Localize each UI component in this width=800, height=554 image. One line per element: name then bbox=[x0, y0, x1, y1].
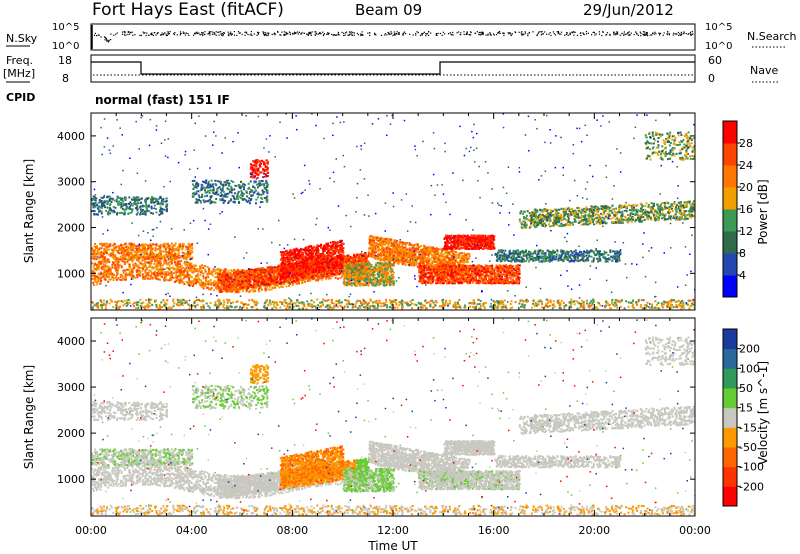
y-tick-label: 1000 bbox=[57, 267, 85, 280]
colorbar-swatch bbox=[723, 329, 737, 350]
colorbar-tick-label: 20 bbox=[739, 181, 753, 194]
x-axis-label: Time UT bbox=[367, 539, 418, 553]
x-tick-label: 12:00 bbox=[377, 524, 409, 537]
x-tick-label: 20:00 bbox=[578, 524, 610, 537]
colorbar-tick-label: 15 bbox=[739, 402, 753, 415]
colorbar-swatch bbox=[723, 209, 737, 232]
colorbar-swatch bbox=[723, 231, 737, 254]
freq-trace bbox=[91, 61, 695, 75]
power-colorbar: 28 24 20 16 12 8 4 bbox=[722, 120, 753, 298]
colorbar-swatch bbox=[723, 348, 737, 369]
colorbar-swatch bbox=[723, 447, 737, 468]
freq-tick-top: 18 bbox=[58, 54, 72, 67]
colorbar-swatch bbox=[723, 407, 737, 428]
freq-unit: [MHz] bbox=[3, 67, 35, 80]
colorbar-swatch bbox=[723, 275, 737, 298]
power-ylabel: Slant Range [km] bbox=[22, 159, 36, 263]
colorbar-tick-label: 100 bbox=[739, 362, 760, 375]
nsky-tick-bottom: 10^0 bbox=[52, 41, 79, 52]
colorbar-swatch bbox=[723, 427, 737, 448]
x-tick-label: 00:00 bbox=[75, 524, 107, 537]
plot-title: Fort Hays East (fitACF) bbox=[92, 0, 284, 20]
velocity-data bbox=[91, 318, 695, 516]
nave-tick-top: 60 bbox=[708, 54, 722, 67]
colorbar-tick-label: 50 bbox=[739, 382, 753, 395]
colorbar-tick-label: -100 bbox=[739, 461, 764, 474]
colorbar-swatch bbox=[723, 253, 737, 276]
colorbar-tick-label: 28 bbox=[739, 137, 753, 150]
colorbar-tick-label: 12 bbox=[739, 225, 753, 238]
y-tick-label: 4000 bbox=[57, 335, 85, 348]
nsky-trace bbox=[91, 25, 694, 49]
freq-label: Freq. bbox=[6, 54, 33, 67]
nsearch-tick-top: 10^5 bbox=[705, 22, 732, 33]
colorbar-swatch bbox=[723, 466, 737, 487]
colorbar-swatch bbox=[723, 368, 737, 389]
power-panel: 4000 3000 2000 1000 Slant Range [km] bbox=[22, 112, 696, 311]
colorbar-swatch bbox=[723, 388, 737, 409]
x-tick-labels: 00:00 04:00 08:00 12:00 16:00 20:00 00:00 bbox=[75, 524, 711, 537]
nsearch-label: N.Search bbox=[747, 30, 797, 43]
velocity-colorbar-label: Velocity [m s^-1] bbox=[756, 361, 770, 465]
velocity-ylabel: Slant Range [km] bbox=[22, 365, 36, 469]
freq-tick-bottom: 8 bbox=[62, 72, 69, 85]
nave-tick-bottom: 0 bbox=[708, 72, 715, 85]
colorbar-tick-label: 4 bbox=[739, 269, 746, 282]
nsky-panel bbox=[90, 23, 696, 51]
colorbar-swatch bbox=[723, 187, 737, 210]
cpid-label: CPID bbox=[6, 91, 35, 104]
date-label: 29/Jun/2012 bbox=[583, 1, 674, 19]
power-data bbox=[91, 113, 695, 310]
colorbar-swatch bbox=[723, 143, 737, 166]
x-tick-label: 16:00 bbox=[478, 524, 510, 537]
power-yticks: 4000 3000 2000 1000 bbox=[57, 130, 695, 280]
velocity-colorbar: 200 100 50 15 -15 -50 -100 -200 bbox=[722, 328, 764, 507]
y-tick-label: 3000 bbox=[57, 381, 85, 394]
velocity-panel: 4000 3000 2000 1000 Slant Range [km] bbox=[22, 317, 696, 517]
nave-label: Nave bbox=[750, 64, 778, 77]
freq-panel bbox=[90, 54, 696, 83]
nsky-tick-top: 10^5 bbox=[52, 22, 79, 33]
y-tick-label: 2000 bbox=[57, 427, 85, 440]
x-tick-label: 00:00 bbox=[679, 524, 711, 537]
colorbar-tick-label: -15 bbox=[739, 421, 757, 434]
colorbar-tick-label: 8 bbox=[739, 247, 746, 260]
colorbar-swatch bbox=[723, 165, 737, 188]
colorbar-tick-label: -200 bbox=[739, 480, 764, 493]
nsearch-tick-bottom: 10^0 bbox=[705, 41, 732, 52]
y-tick-label: 2000 bbox=[57, 222, 85, 235]
cpid-value: normal (fast) 151 IF bbox=[95, 93, 230, 107]
colorbar-swatch bbox=[723, 486, 737, 507]
colorbar-tick-label: 200 bbox=[739, 343, 760, 356]
colorbar-swatch bbox=[723, 121, 737, 144]
power-colorbar-label: Power [dB] bbox=[756, 179, 770, 244]
colorbar-tick-label: 24 bbox=[739, 159, 753, 172]
power-xtick-marks bbox=[90, 113, 696, 310]
beam-label: Beam 09 bbox=[355, 1, 422, 19]
colorbar-tick-label: -50 bbox=[739, 441, 757, 454]
x-tick-label: 08:00 bbox=[276, 524, 308, 537]
y-tick-label: 3000 bbox=[57, 176, 85, 189]
velocity-xtick-marks bbox=[90, 318, 696, 516]
colorbar-tick-label: 16 bbox=[739, 203, 753, 216]
x-tick-label: 04:00 bbox=[176, 524, 208, 537]
velocity-yticks: 4000 3000 2000 1000 bbox=[57, 335, 695, 486]
y-tick-label: 4000 bbox=[57, 130, 85, 143]
y-tick-label: 1000 bbox=[57, 473, 85, 486]
nsky-label: N.Sky bbox=[6, 32, 38, 45]
